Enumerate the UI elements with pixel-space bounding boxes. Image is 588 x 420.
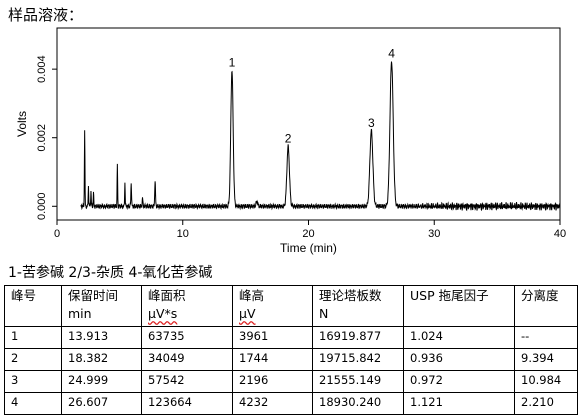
- header-line: 保留时间: [68, 288, 119, 303]
- results-table: 峰号 保留时间 min 峰面积 μV*s 峰高 μV 理论塔板数 N USP 拖…: [4, 285, 578, 415]
- header-retention-time: 保留时间 min: [61, 285, 142, 327]
- sample-title: 样品溶液：: [8, 6, 84, 24]
- chromatogram-chart: 0 10 20 30 40 0.000 0.002 0.004 1 2 3 4 Time (min)…: [15, 27, 566, 255]
- header-unit: μV: [239, 306, 256, 321]
- cell-theoretical-plates: 16919.877: [312, 326, 404, 349]
- peak-labels: 1 2 3 4: [229, 46, 396, 145]
- header-line: 峰面积: [148, 288, 186, 303]
- cell-peak-area: 34049: [141, 348, 233, 371]
- x-tick-label: 10: [177, 228, 189, 240]
- peak-label-3: 3: [368, 116, 375, 130]
- cell-peak-area: 57542: [141, 370, 233, 393]
- header-unit: μV*s: [148, 306, 178, 321]
- table-header-row: 峰号 保留时间 min 峰面积 μV*s 峰高 μV 理论塔板数 N USP 拖…: [4, 285, 578, 327]
- header-peak-no: 峰号: [4, 285, 62, 327]
- cell-retention-time: 26.607: [61, 392, 142, 415]
- x-tick-label: 0: [54, 228, 60, 240]
- header-theoretical-plates: 理论塔板数 N: [312, 285, 404, 327]
- x-axis-label: Time (min): [280, 241, 337, 255]
- header-line: 峰高: [239, 288, 265, 303]
- cell-peak-height: 4232: [232, 392, 313, 415]
- cell-peak-height: 2196: [232, 370, 313, 393]
- header-unit: N: [319, 306, 329, 321]
- header-peak-area: 峰面积 μV*s: [141, 285, 233, 327]
- y-tick-label: 0.000: [36, 193, 48, 221]
- cell-usp-tailing: 0.972: [403, 370, 515, 393]
- header-usp-tailing: USP 拖尾因子: [403, 285, 515, 327]
- cell-peak-height: 1744: [232, 348, 313, 371]
- cell-usp-tailing: 1.024: [403, 326, 515, 349]
- cell-theoretical-plates: 21555.149: [312, 370, 404, 393]
- cell-theoretical-plates: 18930.240: [312, 392, 404, 415]
- cell-peak-no: 1: [4, 326, 62, 349]
- peak-legend: 1-苦参碱 2/3-杂质 4-氧化苦参碱: [8, 265, 213, 281]
- header-resolution: 分离度: [514, 285, 578, 327]
- cell-retention-time: 18.382: [61, 348, 142, 371]
- cell-peak-height: 3961: [232, 326, 313, 349]
- peak-label-2: 2: [285, 132, 292, 146]
- peak-label-4: 4: [388, 46, 395, 60]
- cell-peak-area: 123664: [141, 392, 233, 415]
- x-tick-label: 40: [554, 228, 566, 240]
- cell-resolution: 2.210: [514, 392, 578, 415]
- cell-peak-area: 63735: [141, 326, 233, 349]
- cell-resolution: --: [514, 326, 578, 349]
- chart-axes: [56, 27, 561, 221]
- plot-frame: [56, 27, 561, 221]
- chart-ticks: 0 10 20 30 40 0.000 0.002 0.004: [36, 55, 566, 240]
- header-line: 理论塔板数: [319, 288, 382, 303]
- cell-resolution: 9.394: [514, 348, 578, 371]
- table-row: 4 26.607 123664 4232 18930.240 1.121 2.2…: [4, 392, 578, 415]
- peak-label-1: 1: [229, 56, 236, 70]
- cell-peak-no: 3: [4, 370, 62, 393]
- header-line: 峰号: [11, 288, 37, 303]
- header-line: 分离度: [521, 288, 559, 303]
- x-tick-label: 30: [428, 228, 440, 240]
- table-row: 2 18.382 34049 1744 19715.842 0.936 9.39…: [4, 348, 578, 371]
- cell-peak-no: 4: [4, 392, 62, 415]
- cell-theoretical-plates: 19715.842: [312, 348, 404, 371]
- cell-retention-time: 24.999: [61, 370, 142, 393]
- y-tick-label: 0.004: [36, 55, 48, 83]
- y-axis-label: Volts: [15, 111, 29, 137]
- header-line: USP 拖尾因子: [410, 288, 489, 303]
- chromatogram-trace: [80, 61, 561, 212]
- cell-usp-tailing: 0.936: [403, 348, 515, 371]
- table-row: 1 13.913 63735 3961 16919.877 1.024 --: [4, 326, 578, 349]
- y-tick-label: 0.002: [36, 124, 48, 152]
- cell-peak-no: 2: [4, 348, 62, 371]
- header-unit: min: [68, 306, 92, 321]
- cell-retention-time: 13.913: [61, 326, 142, 349]
- cell-resolution: 10.984: [514, 370, 578, 393]
- header-peak-height: 峰高 μV: [232, 285, 313, 327]
- table-row: 3 24.999 57542 2196 21555.149 0.972 10.9…: [4, 370, 578, 393]
- cell-usp-tailing: 1.121: [403, 392, 515, 415]
- x-tick-label: 20: [302, 228, 314, 240]
